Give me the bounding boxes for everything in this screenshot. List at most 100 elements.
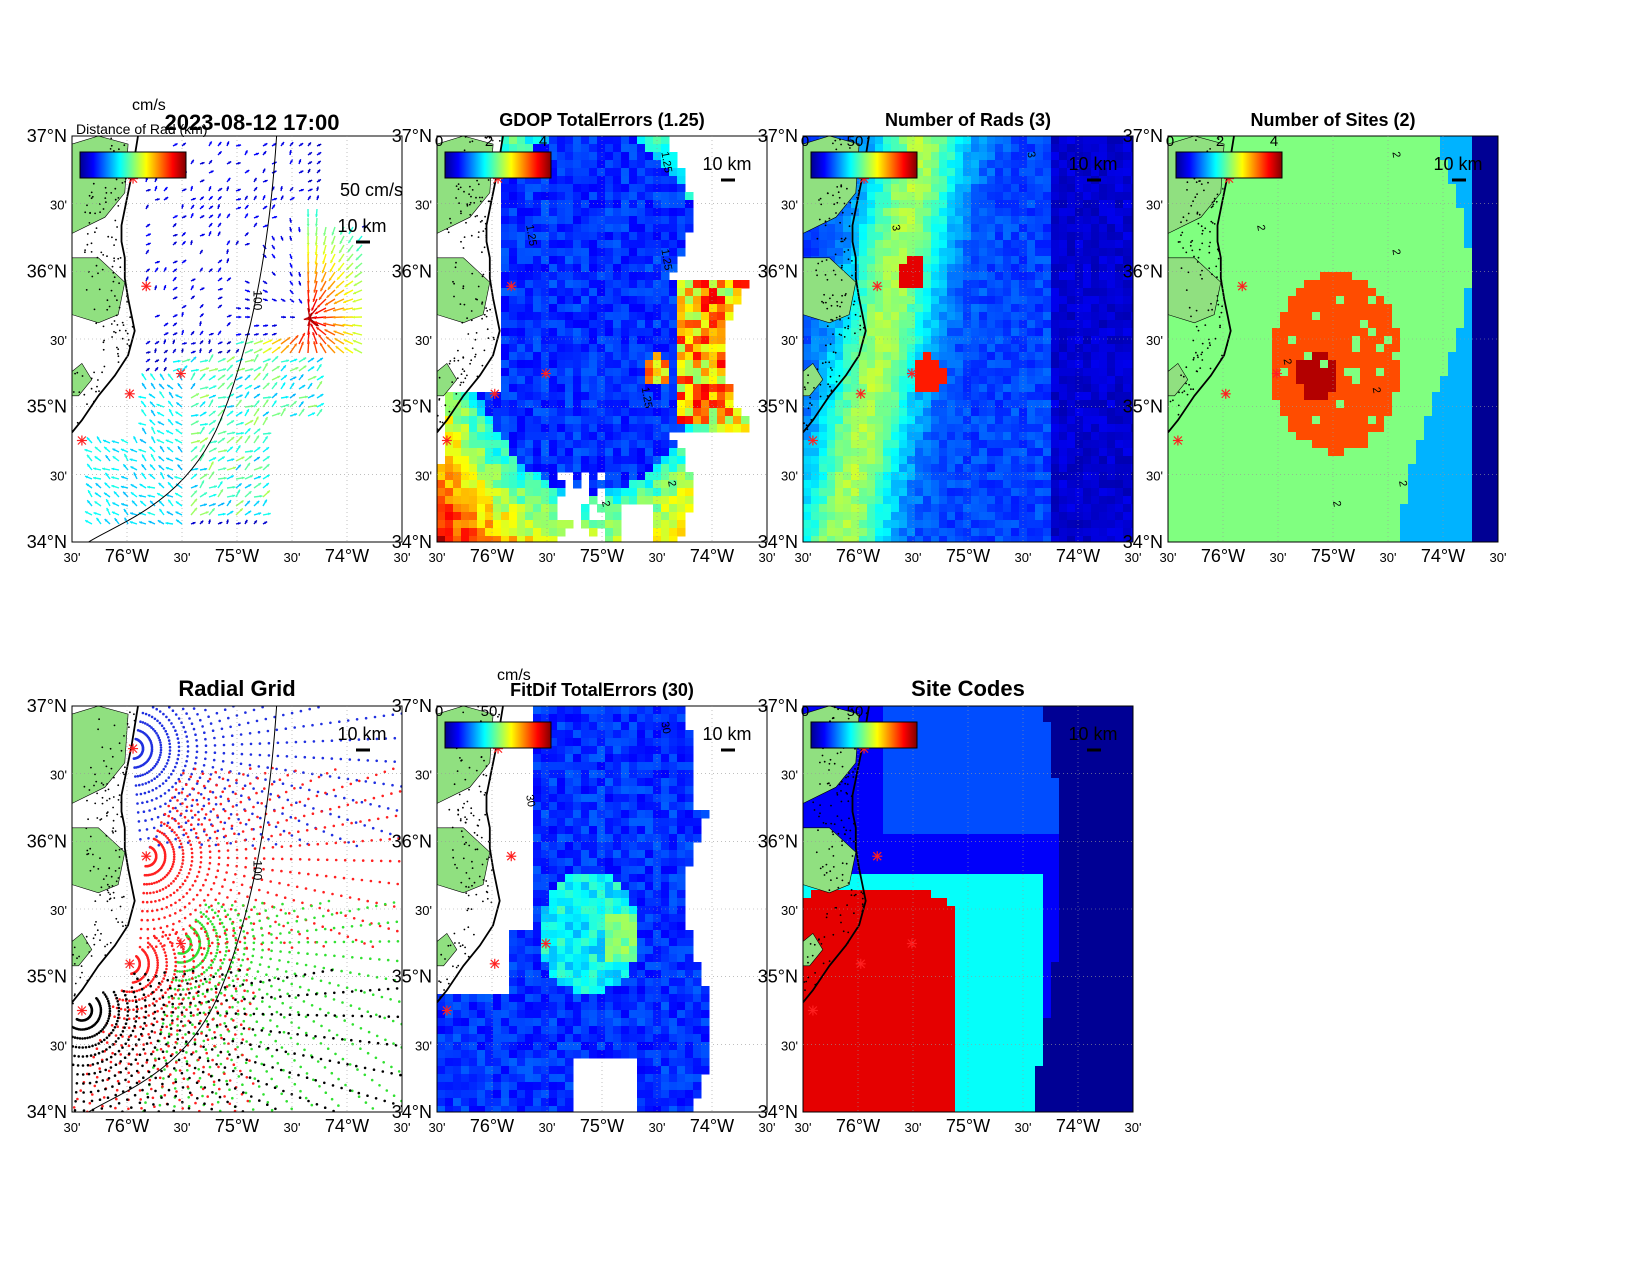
lon-tick-label: 30' bbox=[795, 550, 812, 565]
colorbar bbox=[444, 721, 552, 749]
panel-title: Number of Sites (2) bbox=[1250, 110, 1415, 130]
contour-label: 1.25 bbox=[523, 224, 539, 247]
radar-site-marker bbox=[1271, 368, 1282, 379]
lat-tick-label: 35°N bbox=[392, 967, 432, 987]
radar-site-marker bbox=[175, 368, 186, 379]
lon-tick-label: 30' bbox=[905, 1120, 922, 1135]
land-area bbox=[437, 827, 491, 894]
scale-bar: 10 km bbox=[1068, 724, 1118, 752]
radar-site-marker bbox=[124, 388, 135, 399]
land-area bbox=[437, 362, 458, 397]
land-area bbox=[803, 827, 857, 894]
lon-tick-label: 30' bbox=[1160, 550, 1177, 565]
lat-tick-label: 30' bbox=[415, 333, 432, 348]
lat-tick-label: 30' bbox=[415, 198, 432, 213]
lat-tick-label: 37°N bbox=[1123, 126, 1163, 146]
lat-tick-label: 30' bbox=[50, 333, 67, 348]
contour-label: 30 bbox=[523, 794, 537, 808]
map-panel-gdop: GDOP TotalErrors (1.25) 1.25 1.25 1.25 1.25 2… bbox=[392, 110, 776, 566]
coastline bbox=[803, 136, 870, 433]
lat-tick-label: 30' bbox=[50, 468, 67, 483]
scale-bar-label: 10 km bbox=[702, 724, 751, 744]
lon-tick-label: 74°W bbox=[1421, 546, 1465, 566]
map-body: 100 bbox=[72, 706, 402, 1112]
lon-tick-label: 76°W bbox=[470, 1116, 514, 1136]
coastline bbox=[437, 136, 504, 433]
coast-speckle bbox=[437, 136, 501, 430]
lon-tick-label: 30' bbox=[795, 1120, 812, 1135]
scale-bar-label: 10 km bbox=[337, 216, 386, 236]
radar-site-marker bbox=[872, 281, 883, 292]
lon-tick-label: 75°W bbox=[946, 546, 990, 566]
colorbar-unit-label: cm/s bbox=[497, 667, 531, 684]
land-area bbox=[803, 257, 857, 324]
map-body: 2 2 2 2 2 2 2 bbox=[1168, 136, 1498, 542]
lon-tick-label: 30' bbox=[1125, 550, 1142, 565]
colorbar bbox=[810, 151, 918, 179]
lat-tick-label: 34°N bbox=[758, 1102, 798, 1122]
contour-label: 2 bbox=[1396, 480, 1409, 488]
radar-site-marker bbox=[540, 368, 551, 379]
contour-label: 2 bbox=[1330, 500, 1343, 508]
map-body: 1.25 1.25 1.25 1.25 2 2 bbox=[437, 136, 767, 542]
land-area bbox=[72, 257, 126, 324]
lat-tick-label: 36°N bbox=[758, 261, 798, 281]
map-panel-radial-grid: Radial Grid10037°N30'36°N30'35°N30'34°N3… bbox=[27, 676, 411, 1136]
colorbar bbox=[1175, 151, 1283, 179]
contour-label: 2 bbox=[1254, 224, 1267, 232]
colorbar-tick-label: 50 bbox=[847, 133, 864, 150]
contour-label: 1.25 bbox=[658, 151, 674, 174]
scale-bar-label: 10 km bbox=[702, 154, 751, 174]
lon-tick-label: 30' bbox=[1490, 550, 1507, 565]
vector-scale-label: 50 cm/s bbox=[340, 180, 403, 200]
scale-bar: 10 km bbox=[1068, 154, 1118, 182]
radar-site-marker bbox=[489, 958, 500, 969]
lat-tick-label: 35°N bbox=[27, 397, 67, 417]
colorbar bbox=[810, 721, 918, 749]
land-area bbox=[803, 362, 824, 397]
lon-tick-label: 30' bbox=[539, 1120, 556, 1135]
lat-tick-label: 30' bbox=[781, 768, 798, 783]
map-panel-num-sites: Number of Sites (2) 2 2 2 2 2 2 2 37°N 30' 36°N 30'… bbox=[1123, 110, 1507, 566]
radar-site-marker bbox=[124, 958, 135, 969]
lon-tick-label: 74°W bbox=[1056, 546, 1100, 566]
lat-tick-label: 35°N bbox=[392, 397, 432, 417]
lat-tick-label: 37°N bbox=[27, 696, 67, 716]
contour-label: 2 bbox=[665, 480, 678, 488]
colorbar-tick-label: 50 bbox=[481, 703, 498, 720]
contour-label: 3 bbox=[889, 224, 902, 232]
radar-site-marker bbox=[1220, 388, 1231, 399]
lat-tick-label: 30' bbox=[781, 1038, 798, 1053]
panel-title: GDOP TotalErrors (1.25) bbox=[499, 110, 704, 130]
lon-tick-label: 76°W bbox=[836, 546, 880, 566]
scale-bar-label: 10 km bbox=[1433, 154, 1482, 174]
colorbar-tick-label: 0 bbox=[801, 703, 809, 720]
lat-tick-label: 35°N bbox=[27, 967, 67, 987]
lat-tick-label: 30' bbox=[415, 768, 432, 783]
contour-label: 2 bbox=[1389, 151, 1402, 159]
lat-tick-label: 36°N bbox=[392, 261, 432, 281]
lon-tick-label: 75°W bbox=[215, 1116, 259, 1136]
scale-bar-label: 10 km bbox=[1068, 154, 1117, 174]
land-area bbox=[437, 932, 458, 967]
lon-tick-label: 30' bbox=[394, 550, 411, 565]
lon-tick-label: 30' bbox=[429, 1120, 446, 1135]
panel-title: FitDif TotalErrors (30) bbox=[510, 680, 694, 700]
radar-site-marker bbox=[489, 388, 500, 399]
lon-tick-label: 74°W bbox=[690, 1116, 734, 1136]
radial-grid-dots bbox=[72, 706, 402, 1112]
overlay-garbled-text: Distance of Rad (km) bbox=[76, 121, 207, 137]
lat-tick-label: 30' bbox=[1146, 333, 1163, 348]
contour-label: 2 bbox=[599, 500, 612, 508]
lon-tick-label: 75°W bbox=[580, 1116, 624, 1136]
map-body: 100 bbox=[72, 136, 402, 542]
radar-site-marker bbox=[1172, 435, 1183, 446]
lat-tick-label: 35°N bbox=[758, 967, 798, 987]
lon-tick-label: 30' bbox=[905, 550, 922, 565]
panel-title: Radial Grid bbox=[178, 676, 295, 701]
colorbar-tick-label: 2 bbox=[485, 133, 493, 150]
lon-tick-label: 74°W bbox=[325, 1116, 369, 1136]
